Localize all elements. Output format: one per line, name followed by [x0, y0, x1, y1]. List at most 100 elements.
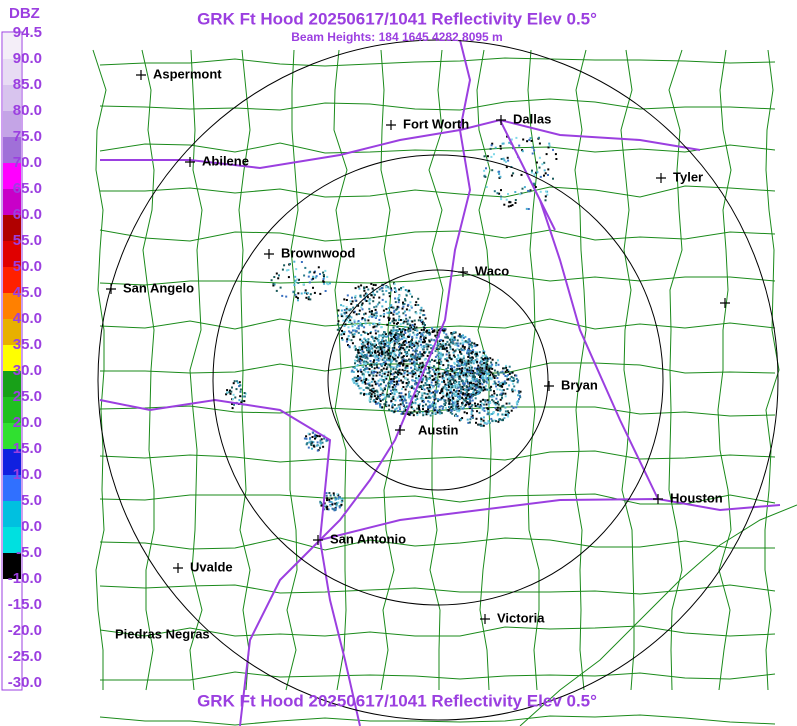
echo: [493, 392, 496, 395]
echo: [340, 315, 343, 318]
echo: [500, 198, 503, 201]
echo: [416, 407, 419, 410]
echo: [421, 385, 424, 388]
echo: [462, 374, 465, 377]
echo: [382, 379, 385, 382]
echo: [459, 377, 462, 380]
county-line: [620, 49, 635, 691]
echo: [395, 376, 398, 378]
echo: [404, 340, 407, 342]
echo: [322, 271, 325, 274]
echo: [449, 399, 452, 402]
echo: [415, 358, 418, 361]
echo: [465, 379, 468, 382]
echo: [387, 344, 390, 347]
echo: [386, 374, 389, 377]
echo: [415, 395, 418, 398]
echo: [378, 341, 381, 344]
echo: [436, 361, 439, 364]
echo: [388, 364, 391, 367]
echo: [375, 402, 377, 405]
echo: [365, 353, 368, 356]
echo: [383, 387, 386, 390]
echo: [474, 402, 476, 405]
echo: [380, 326, 383, 329]
echo: [467, 398, 469, 400]
echo: [476, 403, 479, 406]
echo: [478, 406, 481, 408]
echo: [548, 144, 551, 147]
echo: [388, 292, 391, 295]
echo: [471, 360, 474, 363]
echo: [485, 403, 488, 406]
echo: [329, 494, 332, 497]
echo: [364, 368, 366, 371]
echo: [487, 388, 490, 391]
echo: [460, 371, 463, 374]
echo: [326, 508, 329, 511]
echo: [361, 381, 364, 384]
echo: [506, 413, 509, 416]
echo: [426, 411, 429, 413]
echo: [405, 401, 408, 404]
echo: [489, 147, 492, 150]
echo: [490, 395, 493, 398]
echo: [397, 297, 400, 299]
coastline: [519, 504, 797, 726]
echo: [354, 349, 357, 351]
echo: [403, 330, 406, 333]
echo: [480, 418, 483, 421]
echo: [497, 372, 500, 375]
echo: [388, 332, 391, 335]
echo: [407, 353, 410, 356]
echo: [468, 354, 471, 357]
echo: [469, 394, 472, 397]
echo: [467, 382, 469, 385]
echo: [414, 366, 417, 369]
echo: [393, 344, 396, 347]
echo: [362, 330, 365, 333]
echo: [499, 371, 502, 374]
echo: [322, 278, 325, 281]
echo: [393, 309, 396, 312]
echo: [326, 282, 328, 285]
echo: [378, 288, 381, 291]
echo: [402, 362, 405, 365]
echo: [374, 342, 377, 345]
echo: [423, 358, 426, 361]
echo: [480, 359, 483, 362]
echo: [450, 332, 453, 334]
echo: [485, 167, 487, 170]
echo: [422, 408, 424, 411]
echo: [419, 337, 422, 340]
echo: [367, 319, 370, 322]
echo: [412, 373, 415, 376]
echo: [475, 379, 478, 382]
echo: [506, 388, 509, 390]
echo: [392, 326, 395, 329]
echo: [408, 412, 411, 415]
echo: [463, 384, 465, 387]
echo: [356, 354, 359, 357]
echo: [400, 356, 403, 359]
echo: [427, 400, 430, 403]
echo: [431, 375, 434, 378]
echo: [398, 345, 400, 348]
echo: [367, 346, 370, 349]
echo: [525, 207, 528, 210]
echo: [497, 400, 499, 403]
echo: [484, 371, 487, 373]
echo: [410, 340, 412, 343]
echo: [396, 356, 399, 359]
echo: [446, 357, 449, 359]
echo: [316, 441, 319, 444]
echo: [503, 367, 506, 370]
echo: [389, 365, 392, 368]
echo: [413, 355, 416, 358]
echo: [293, 260, 296, 263]
echo: [515, 377, 518, 380]
echo: [457, 344, 460, 347]
echo: [486, 388, 488, 391]
echo: [394, 337, 397, 340]
echo: [418, 355, 421, 358]
